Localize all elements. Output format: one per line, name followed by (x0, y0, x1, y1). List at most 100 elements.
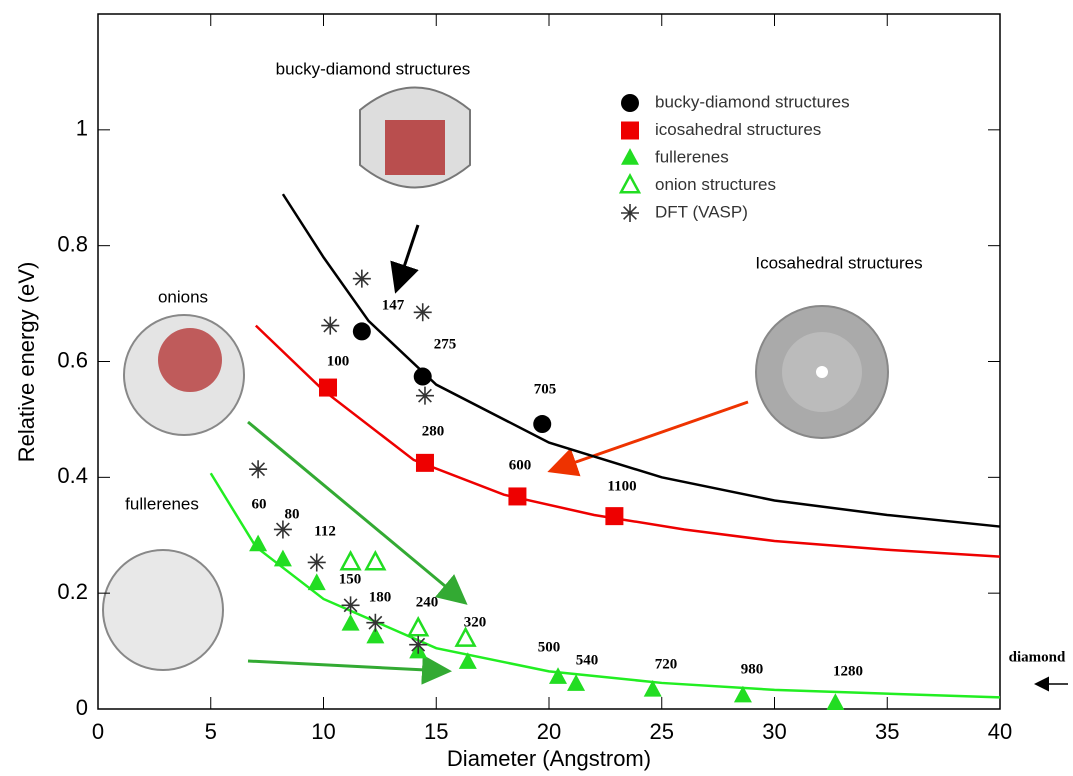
inset-bucky (359, 86, 471, 189)
fit-curve (209, 472, 1001, 699)
y-tick-label: 1 (76, 116, 88, 141)
x-tick-label: 20 (537, 719, 561, 744)
point-label: 80 (285, 506, 300, 522)
legend-item: icosahedral structures (621, 120, 821, 140)
point-label: 150 (339, 571, 362, 587)
x-tick-label: 10 (311, 719, 335, 744)
y-tick-label: 0.2 (57, 579, 88, 604)
legend-item: bucky-diamond structures (621, 92, 850, 112)
point (407, 615, 430, 637)
point (339, 549, 362, 571)
point-label: 600 (509, 457, 532, 473)
point (413, 367, 432, 386)
point (458, 652, 477, 669)
point (366, 613, 385, 632)
y-tick-label: 0.4 (57, 463, 88, 488)
y-axis-title: Relative energy (eV) (14, 262, 39, 463)
point-label: 705 (534, 381, 557, 397)
point (307, 573, 326, 591)
x-tick-label: 40 (988, 719, 1012, 744)
inset-onion (123, 314, 245, 436)
y-tick-label: 0 (76, 695, 88, 720)
x-tick-label: 5 (205, 719, 217, 744)
point (319, 378, 338, 397)
point (415, 386, 434, 405)
x-tick-label: 25 (650, 719, 674, 744)
point-label: 100 (327, 353, 350, 369)
legend-marker (621, 94, 639, 112)
x-tick-label: 30 (762, 719, 786, 744)
inset-label: Icosahedral structures (755, 253, 922, 272)
point (341, 596, 360, 615)
point (508, 487, 527, 506)
point (307, 553, 326, 572)
point (273, 520, 292, 539)
point-label: 1100 (607, 478, 636, 494)
point (413, 303, 432, 322)
inset-fullerene (102, 549, 224, 671)
point-label: 60 (252, 496, 267, 512)
point-label: 320 (464, 614, 487, 630)
point-label: 275 (434, 336, 457, 352)
point (549, 667, 568, 684)
x-axis-title: Diameter (Angstrom) (447, 746, 651, 771)
point (249, 460, 268, 479)
legend-label: onion structures (655, 175, 776, 194)
point-label: 720 (655, 656, 678, 672)
legend-item: fullerenes (621, 147, 729, 166)
point (364, 549, 387, 571)
legend-label: bucky-diamond structures (655, 92, 850, 111)
point (352, 322, 371, 341)
inset-label: onions (158, 287, 208, 306)
legend-marker (621, 148, 639, 165)
legend-label: icosahedral structures (655, 120, 821, 139)
point-label: 112 (314, 523, 336, 539)
point (341, 613, 360, 631)
point (366, 626, 385, 644)
point-label: 280 (422, 423, 445, 439)
point (454, 626, 477, 647)
legend-marker (618, 172, 642, 194)
legend-marker (621, 121, 639, 140)
x-tick-label: 15 (424, 719, 448, 744)
legend-marker (621, 204, 639, 222)
point-label: 540 (576, 652, 599, 668)
point-label: 1280 (833, 663, 863, 679)
point (352, 269, 371, 288)
arrow (247, 420, 468, 605)
legend-item: DFT (VASP) (621, 202, 748, 222)
point-label: 980 (741, 661, 764, 677)
inset-label: fullerenes (125, 494, 199, 513)
legend-label: DFT (VASP) (655, 202, 748, 221)
legend-label: fullerenes (655, 147, 729, 166)
point (605, 507, 624, 526)
point-label: diamond (1009, 649, 1066, 665)
point (643, 679, 662, 697)
point-label: 240 (416, 594, 439, 610)
point (249, 534, 268, 552)
point-label: 500 (538, 639, 561, 655)
point (409, 635, 428, 654)
point (567, 674, 586, 691)
x-tick-label: 35 (875, 719, 899, 744)
x-tick-label: 0 (92, 719, 104, 744)
fit-curve (281, 193, 1001, 528)
y-tick-label: 0.6 (57, 347, 88, 372)
point (533, 415, 552, 434)
point (415, 453, 434, 472)
inset-label: bucky-diamond structures (276, 59, 471, 78)
point-label: 147 (382, 297, 405, 313)
arrow (247, 654, 452, 685)
point (321, 316, 340, 335)
point (273, 549, 292, 567)
arrow (390, 224, 420, 294)
arrow (547, 400, 749, 477)
point (733, 685, 752, 703)
fit-curve (254, 324, 1001, 558)
point (826, 693, 845, 710)
inset-icosahedral (755, 305, 889, 439)
legend-item: onion structures (618, 172, 776, 194)
y-tick-label: 0.8 (57, 231, 88, 256)
point-label: 180 (369, 589, 392, 605)
